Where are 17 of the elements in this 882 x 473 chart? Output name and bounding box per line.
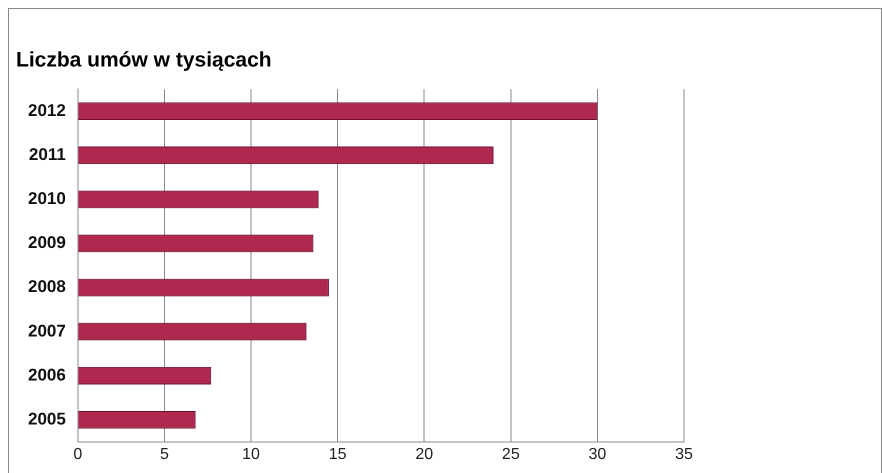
y-tick-label: 2011 — [28, 145, 66, 164]
x-tick-label: 30 — [588, 446, 606, 463]
x-tick-label: 25 — [502, 446, 520, 463]
y-tick-label: 2006 — [28, 365, 66, 384]
x-tick-label: 15 — [328, 446, 347, 463]
x-tick-label: 20 — [415, 446, 434, 463]
y-tick-label: 2010 — [28, 189, 66, 208]
chart-title: Liczba umów w tysiącach — [16, 48, 272, 72]
x-tick-label: 0 — [73, 446, 82, 463]
y-tick-label: 2005 — [28, 409, 66, 428]
y-tick-label: 2009 — [28, 233, 66, 252]
y-tick-label: 2008 — [28, 277, 66, 296]
y-tick-label: 2007 — [28, 321, 66, 340]
x-tick-label: 35 — [675, 446, 693, 463]
x-tick-label: 10 — [242, 446, 260, 463]
x-tick-label: 5 — [160, 446, 169, 463]
y-tick-label: 2012 — [28, 100, 66, 120]
